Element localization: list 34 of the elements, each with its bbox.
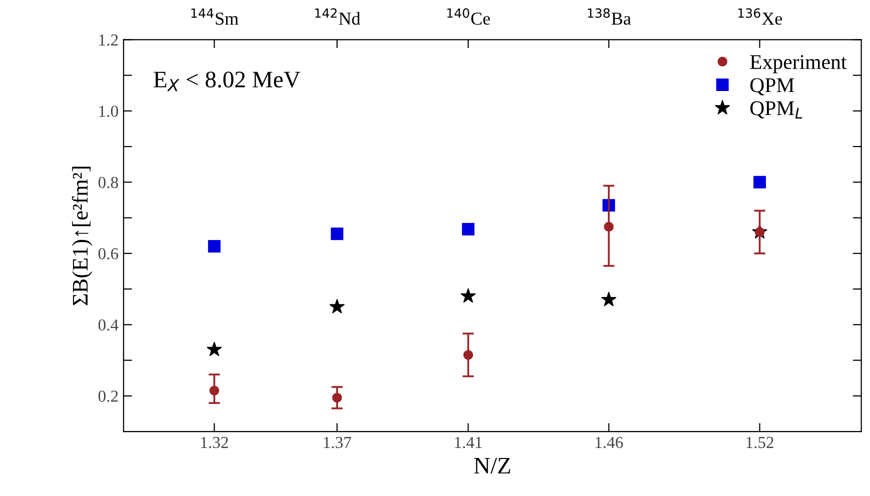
y-tick-label: 0.4 [98,319,118,331]
x-axis-title: N/Z [474,458,510,474]
point [208,240,221,253]
point [601,292,616,306]
point [460,288,476,303]
x-tick-label: 1.37 [324,436,352,448]
y-tick-label: 0.8 [98,176,118,188]
annotation: E$_{X}$ < 8.02 MeV [154,72,300,92]
text: $^{142}$Nd [315,8,360,25]
legend-label: QPM [750,78,794,96]
y-tick-label: 1.0 [99,106,118,117]
text: $^{144}$Sm [191,8,238,25]
legend-label: Experiment [750,55,847,74]
y-tick-label: 1.2 [99,34,118,46]
point [463,350,474,360]
legend-label: QPM$_{L}$ [750,101,802,118]
y-tick-label: 0.2 [98,390,118,402]
point [604,222,614,232]
text: $^{140}$Ce [447,8,490,25]
x-tick-label: 1.32 [201,436,228,448]
x-tick-label: 1.52 [746,436,774,448]
y-tick-label: 0.6 [98,248,118,260]
y-axis-title: ΣB(E1)↑[e²fm²] [72,166,92,306]
point [329,298,345,314]
point [462,222,474,236]
text: $^{136}$Xe [738,8,782,25]
point [753,176,766,188]
x-tick-label: 1.41 [455,436,482,448]
point [330,228,344,240]
point [332,392,342,403]
point [206,342,222,356]
point [209,386,220,396]
text: $^{138}$Ba [588,8,631,25]
x-tick-label: 1.46 [596,436,623,448]
